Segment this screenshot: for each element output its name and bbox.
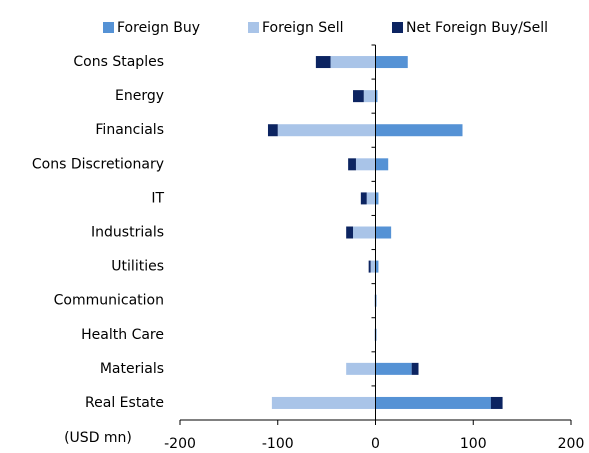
bar — [366, 192, 376, 205]
bar — [375, 192, 379, 205]
x-tick-label: 0 — [371, 436, 380, 452]
x-tick-label: 200 — [558, 436, 585, 452]
legend-label: Foreign Sell — [262, 20, 344, 36]
legend-label: Foreign Buy — [117, 20, 200, 36]
x-tick-label: 100 — [460, 436, 487, 452]
y-tick-label: Health Care — [81, 327, 164, 343]
bar — [330, 56, 376, 69]
y-tick-label: Industrials — [91, 225, 164, 241]
legend-label: Net Foreign Buy/Sell — [406, 20, 548, 36]
bar — [375, 124, 463, 137]
y-tick-label: Utilities — [111, 259, 164, 275]
bar — [375, 260, 379, 273]
x-tick-label: -100 — [262, 436, 294, 452]
bar — [375, 56, 408, 69]
y-tick-label: Financials — [95, 122, 164, 138]
bar — [271, 396, 376, 409]
bar — [346, 226, 354, 239]
x-tick-label: -200 — [164, 436, 196, 452]
y-tick-label: IT — [151, 190, 164, 206]
legend-swatch — [248, 22, 259, 33]
y-tick-label: Cons Staples — [73, 54, 164, 70]
bar — [375, 158, 389, 171]
bar — [355, 158, 376, 171]
y-tick-label: Real Estate — [85, 395, 164, 411]
y-tick-label: Energy — [115, 88, 164, 104]
y-tick-label: Cons Discretionary — [32, 156, 164, 172]
bar — [353, 90, 364, 103]
bar — [353, 226, 376, 239]
bar — [375, 362, 412, 375]
legend-swatch — [392, 22, 403, 33]
bar — [411, 362, 419, 375]
bar — [363, 90, 376, 103]
bar — [375, 90, 378, 103]
bar — [315, 56, 331, 69]
bar — [375, 226, 392, 239]
y-tick-label: Materials — [100, 361, 164, 377]
legend-swatch — [103, 22, 114, 33]
unit-label: (USD mn) — [64, 430, 132, 446]
bar — [368, 260, 371, 273]
bar — [370, 260, 376, 273]
bar — [348, 158, 356, 171]
bar — [360, 192, 367, 205]
bar — [267, 124, 278, 137]
bar — [375, 396, 491, 409]
bar — [277, 124, 376, 137]
y-tick-label: Communication — [54, 293, 164, 309]
bar — [346, 362, 376, 375]
bar — [490, 396, 503, 409]
